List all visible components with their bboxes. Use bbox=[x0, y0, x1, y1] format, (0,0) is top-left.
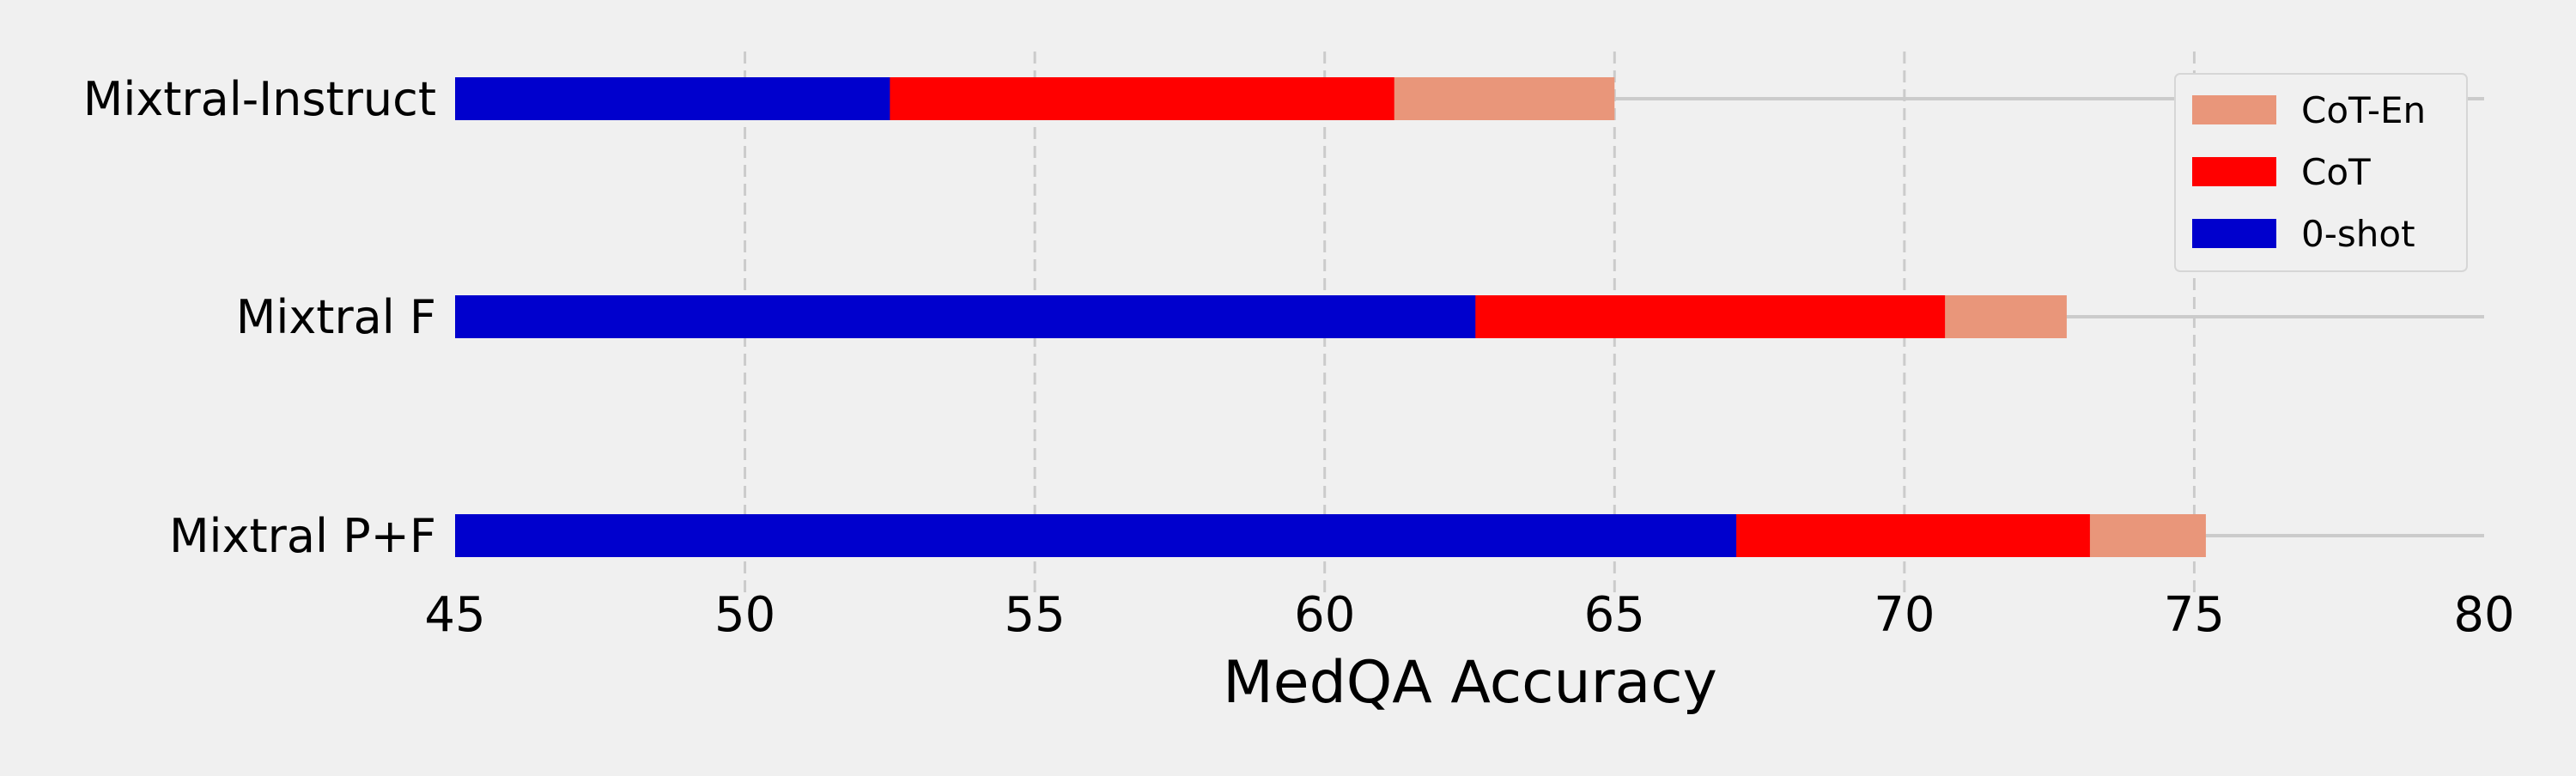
bars bbox=[455, 77, 2206, 557]
bar-0-shot bbox=[455, 77, 890, 120]
x-axis-label: MedQA Accuracy bbox=[1223, 649, 1717, 717]
x-tick-label: 45 bbox=[424, 587, 485, 643]
legend-swatch bbox=[2192, 219, 2276, 248]
legend: CoT-En CoT 0-shot bbox=[2174, 73, 2468, 272]
x-tick-labels: 45 50 55 60 65 70 75 80 bbox=[424, 587, 2514, 643]
y-tick-label: Mixtral P+F bbox=[169, 509, 436, 563]
x-tick-label: 70 bbox=[1874, 587, 1935, 643]
legend-swatch bbox=[2192, 157, 2276, 186]
bar-0-shot bbox=[455, 295, 1476, 338]
legend-label: CoT-En bbox=[2301, 89, 2426, 131]
legend-swatch bbox=[2192, 95, 2276, 124]
bar-0-shot bbox=[455, 514, 1737, 557]
legend-label: 0-shot bbox=[2301, 213, 2415, 255]
x-tick-label: 50 bbox=[714, 587, 775, 643]
x-tick-label: 75 bbox=[2164, 587, 2225, 643]
y-tick-labels: Mixtral-Instruct Mixtral F Mixtral P+F bbox=[83, 72, 436, 563]
x-tick-label: 60 bbox=[1294, 587, 1355, 643]
y-tick-label: Mixtral F bbox=[236, 290, 436, 344]
x-tick-label: 55 bbox=[1005, 587, 1066, 643]
x-tick-label: 80 bbox=[2453, 587, 2514, 643]
y-tick-label: Mixtral-Instruct bbox=[83, 72, 436, 126]
legend-label: CoT bbox=[2301, 151, 2371, 193]
x-tick-label: 65 bbox=[1584, 587, 1645, 643]
